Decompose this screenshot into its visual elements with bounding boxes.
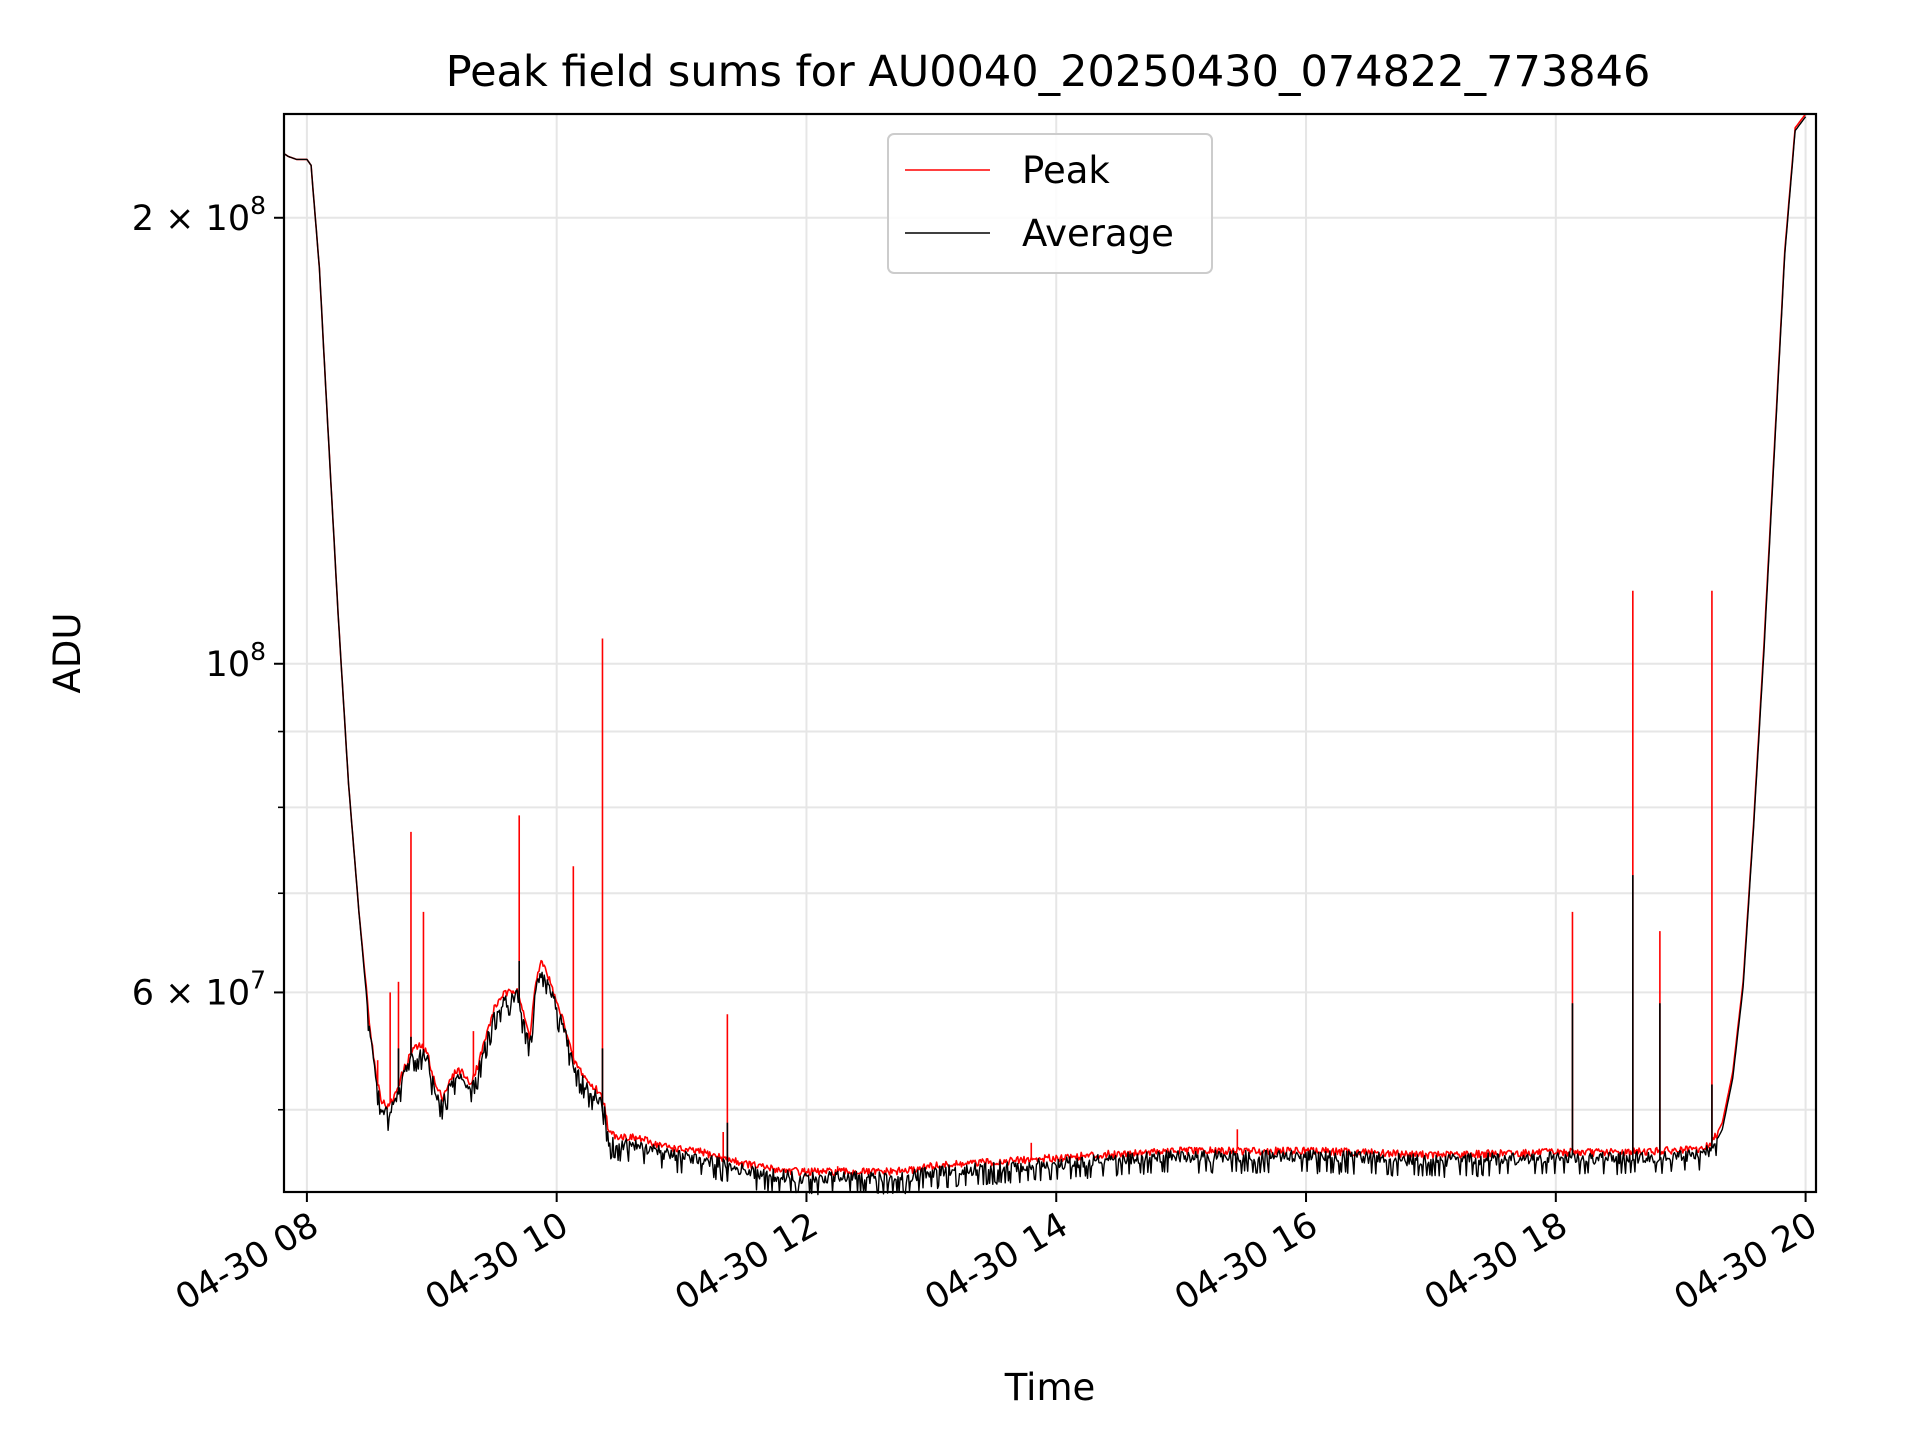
y-axis-label: ADU (46, 613, 89, 694)
y-axis: 6 × 107 108 2 × 108 (132, 191, 284, 1111)
chart-title: Peak field sums for AU0040_20250430_0748… (446, 47, 1651, 97)
y-tick-label: 6 × 107 (132, 965, 266, 1013)
legend: Peak Average (887, 133, 1213, 274)
legend-peak-label: Peak (1022, 149, 1110, 192)
legend-average-label: Average (1022, 212, 1174, 255)
x-axis-label: Time (1004, 1366, 1096, 1409)
plot-frame (282, 112, 1818, 1194)
peak-series-line (283, 113, 1807, 1177)
legend-box (887, 133, 1213, 274)
plot-lines (283, 113, 1807, 1196)
y-tick-label: 108 (206, 637, 266, 685)
y-tick-label: 2 × 108 (132, 191, 266, 239)
average-series-line (283, 116, 1807, 1196)
